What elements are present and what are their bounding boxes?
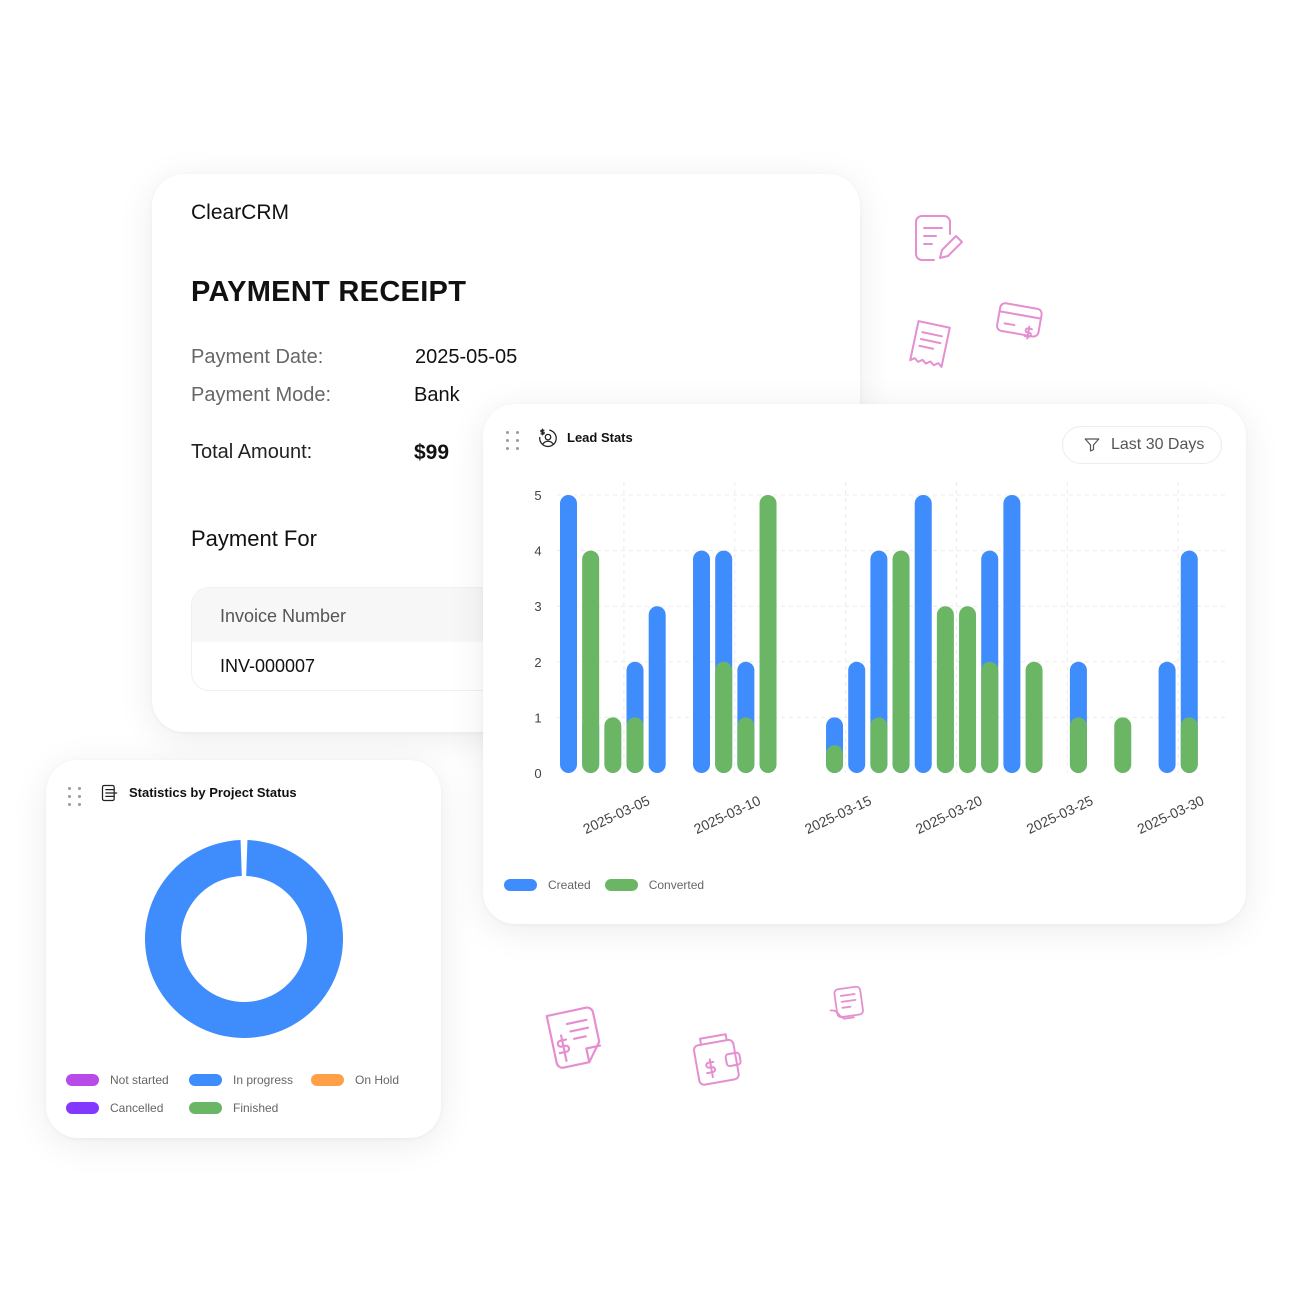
legend-label-created: Created xyxy=(548,878,591,892)
user-dollar-icon xyxy=(539,428,557,448)
edit-document-icon xyxy=(915,215,963,261)
bar-converted[interactable] xyxy=(981,661,999,773)
x-tick-label: 2025-03-30 xyxy=(1135,792,1207,837)
x-tick-label: 2025-03-20 xyxy=(913,792,985,837)
drag-handle-icon[interactable] xyxy=(506,431,520,450)
legend-item-on-hold[interactable]: On Hold xyxy=(311,1073,411,1087)
legend-swatch-converted xyxy=(604,879,638,891)
receipt-icon xyxy=(909,320,951,368)
legend-label: Finished xyxy=(233,1101,279,1115)
bar-created[interactable] xyxy=(1003,495,1021,773)
legend-item-cancelled[interactable]: Cancelled xyxy=(66,1101,189,1115)
lead-stats-legend: Created Converted xyxy=(504,878,718,892)
legend-item-created[interactable]: Created xyxy=(504,878,591,892)
bar-converted[interactable] xyxy=(1025,661,1043,773)
bar-converted[interactable] xyxy=(1069,717,1087,773)
legend-item-not-started[interactable]: Not started xyxy=(66,1073,189,1087)
bar-converted[interactable] xyxy=(737,717,755,773)
y-tick-label: 2 xyxy=(534,655,541,670)
total-amount-label: Total Amount: xyxy=(191,441,313,463)
legend-label: In progress xyxy=(233,1073,294,1087)
bar-created[interactable] xyxy=(848,661,866,773)
legend-label: Cancelled xyxy=(110,1101,164,1115)
bar-converted[interactable] xyxy=(604,717,622,773)
legend-swatch-created xyxy=(504,879,537,891)
project-status-card: Statistics by Project Status Not started… xyxy=(46,760,441,1138)
legend-label: Not started xyxy=(110,1073,169,1087)
date-range-filter-button[interactable]: Last 30 Days xyxy=(1062,426,1222,464)
payment-for-heading: Payment For xyxy=(191,526,317,551)
donut-slice-in-progress[interactable] xyxy=(145,840,343,1038)
y-tick-label: 4 xyxy=(534,544,541,559)
legend-item-in-progress[interactable]: In progress xyxy=(189,1073,311,1087)
filter-label: Last 30 Days xyxy=(1111,436,1205,453)
legend-swatch xyxy=(189,1074,222,1086)
payment-date-value: 2025-05-05 xyxy=(415,346,518,368)
card-dollar-icon xyxy=(996,302,1043,340)
x-tick-label: 2025-03-05 xyxy=(580,792,652,837)
legend-swatch xyxy=(311,1074,344,1086)
wallet-dollar-icon xyxy=(693,1033,742,1086)
bar-created[interactable] xyxy=(693,550,711,773)
y-tick-label: 1 xyxy=(534,710,541,725)
bar-converted[interactable] xyxy=(582,550,600,773)
bar-converted[interactable] xyxy=(1180,717,1198,773)
bar-created[interactable] xyxy=(1158,661,1176,773)
payment-date-label: Payment Date: xyxy=(191,346,324,368)
y-tick-label: 0 xyxy=(534,766,541,781)
legend-item-finished[interactable]: Finished xyxy=(189,1101,311,1115)
bar-converted[interactable] xyxy=(892,550,910,773)
filter-icon xyxy=(1084,438,1100,452)
invoice-dollar-icon xyxy=(545,1006,602,1069)
legend-swatch xyxy=(189,1102,222,1114)
bar-created[interactable] xyxy=(1180,550,1198,773)
project-status-legend: Not started In progress On Hold Cancelle… xyxy=(66,1073,411,1115)
legend-label: On Hold xyxy=(355,1073,400,1087)
bar-created[interactable] xyxy=(914,495,932,773)
total-amount-value: $99 xyxy=(414,441,450,464)
bar-converted[interactable] xyxy=(870,717,888,773)
y-tick-label: 3 xyxy=(534,599,541,614)
bar-created[interactable] xyxy=(560,495,577,773)
bar-created[interactable] xyxy=(648,606,666,773)
bar-converted[interactable] xyxy=(936,606,954,773)
bar-created[interactable] xyxy=(870,550,888,773)
project-status-donut-chart xyxy=(145,840,343,1038)
x-tick-label: 2025-03-25 xyxy=(1024,792,1096,837)
legend-label-converted: Converted xyxy=(648,878,705,892)
bar-converted[interactable] xyxy=(1114,717,1132,773)
bar-converted[interactable] xyxy=(626,717,644,773)
list-icon xyxy=(101,784,118,802)
x-tick-label: 2025-03-10 xyxy=(691,792,763,837)
bar-converted[interactable] xyxy=(826,745,844,773)
legend-swatch xyxy=(66,1102,99,1114)
payment-mode-label: Payment Mode: xyxy=(191,384,332,406)
legend-swatch xyxy=(66,1074,99,1086)
receipt-title: PAYMENT RECEIPT xyxy=(191,276,467,308)
project-status-title: Statistics by Project Status xyxy=(129,785,297,800)
receipt-hand-icon xyxy=(829,985,864,1020)
x-tick-label: 2025-03-15 xyxy=(802,792,874,837)
bar-converted[interactable] xyxy=(715,661,733,773)
lead-stats-title: Lead Stats xyxy=(567,430,633,445)
lead-stats-chart: 0 1 2 3 4 5 2025-03-05 2025-03-10 2025-03-15 2025… xyxy=(534,482,1228,837)
lead-stats-card: Lead Stats Last 30 Days 0 1 2 3 4 5 2025-03-05… xyxy=(483,404,1246,924)
bar-converted[interactable] xyxy=(959,606,977,773)
legend-item-converted[interactable]: Converted xyxy=(604,878,705,892)
y-tick-label: 5 xyxy=(534,488,541,503)
bar-converted[interactable] xyxy=(759,495,777,773)
invoice-table-cell[interactable]: INV-000007 xyxy=(220,656,316,676)
payment-mode-value: Bank xyxy=(414,384,460,406)
brand-name: ClearCRM xyxy=(191,201,290,224)
drag-handle-icon[interactable] xyxy=(68,787,82,806)
